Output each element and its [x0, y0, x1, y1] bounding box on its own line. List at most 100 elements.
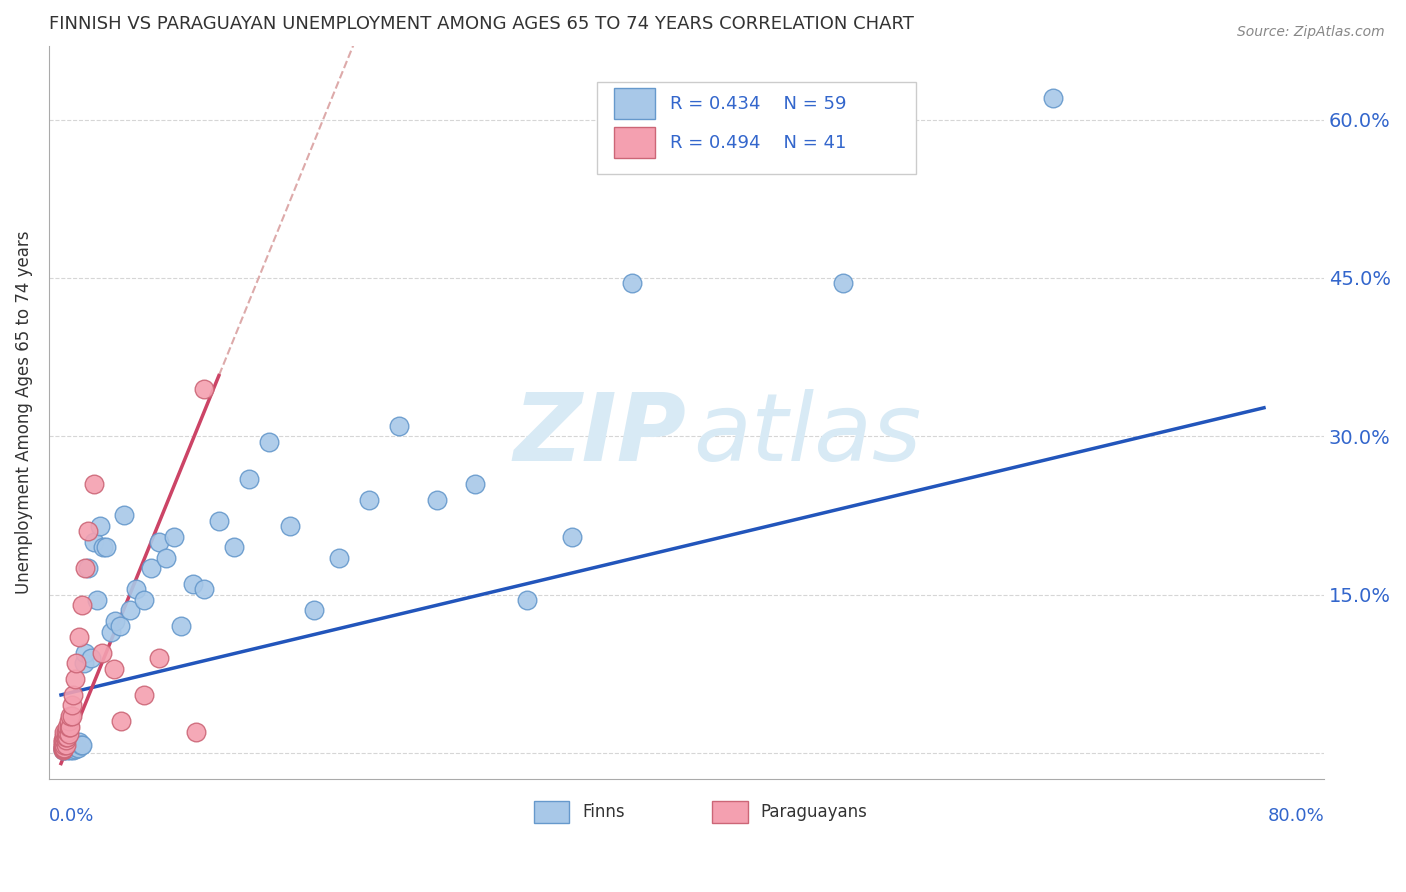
Point — [80, 651, 103, 665]
Point — [63, 672, 86, 686]
Text: R = 0.434    N = 59: R = 0.434 N = 59 — [671, 95, 846, 112]
Point — [51, 743, 73, 757]
Point — [193, 382, 215, 396]
Bar — [614, 88, 655, 119]
Text: FINNISH VS PARAGUAYAN UNEMPLOYMENT AMONG AGES 65 TO 74 YEARS CORRELATION CHART: FINNISH VS PARAGUAYAN UNEMPLOYMENT AMONG… — [49, 15, 914, 33]
Point — [51, 738, 73, 752]
Point — [56, 720, 79, 734]
Point — [51, 739, 73, 753]
Point — [55, 730, 77, 744]
Point — [108, 619, 131, 633]
Point — [328, 550, 350, 565]
Point — [58, 720, 80, 734]
Text: ZIP: ZIP — [513, 389, 686, 481]
Point — [51, 735, 73, 749]
Point — [58, 714, 80, 729]
Point — [186, 724, 208, 739]
Point — [51, 740, 73, 755]
Point — [83, 476, 105, 491]
Point — [58, 739, 80, 754]
Bar — [533, 801, 569, 823]
Point — [65, 739, 87, 754]
Point — [1042, 91, 1064, 105]
Point — [53, 740, 76, 755]
Point — [193, 582, 215, 597]
Point — [53, 741, 76, 756]
Point — [60, 709, 83, 723]
Point — [59, 709, 82, 723]
Point — [120, 603, 142, 617]
Point — [67, 630, 90, 644]
Point — [141, 561, 163, 575]
Point — [51, 733, 73, 747]
Point — [59, 743, 82, 757]
Text: Paraguayans: Paraguayans — [761, 804, 868, 822]
Point — [621, 276, 644, 290]
Point — [51, 740, 73, 755]
Point — [70, 738, 93, 752]
Point — [132, 593, 155, 607]
Point — [257, 434, 280, 449]
Point — [148, 534, 170, 549]
Point — [72, 657, 94, 671]
Point — [100, 624, 122, 639]
Point — [388, 418, 411, 433]
Point — [278, 519, 301, 533]
Point — [77, 561, 100, 575]
Point — [155, 550, 177, 565]
Text: 0.0%: 0.0% — [49, 807, 94, 825]
Point — [238, 471, 260, 485]
Text: Finns: Finns — [582, 804, 624, 822]
Point — [65, 657, 87, 671]
Point — [53, 724, 76, 739]
Point — [58, 741, 80, 756]
Text: 80.0%: 80.0% — [1267, 807, 1324, 825]
Point — [83, 534, 105, 549]
Point — [51, 743, 73, 757]
Y-axis label: Unemployment Among Ages 65 to 74 years: Unemployment Among Ages 65 to 74 years — [15, 231, 32, 594]
Point — [62, 740, 84, 755]
Point — [89, 519, 111, 533]
Point — [132, 688, 155, 702]
Point — [53, 729, 76, 743]
Point — [73, 561, 96, 575]
Point — [56, 730, 79, 744]
Point — [148, 651, 170, 665]
Point — [53, 738, 76, 752]
Point — [170, 619, 193, 633]
Text: Source: ZipAtlas.com: Source: ZipAtlas.com — [1237, 25, 1385, 39]
Point — [183, 577, 205, 591]
Point — [51, 741, 73, 756]
Point — [110, 714, 132, 729]
Point — [62, 688, 84, 702]
Point — [516, 593, 538, 607]
Text: atlas: atlas — [693, 389, 921, 480]
Point — [55, 738, 77, 752]
Point — [70, 598, 93, 612]
Point — [832, 276, 855, 290]
Point — [112, 508, 135, 523]
Point — [59, 740, 82, 755]
FancyBboxPatch shape — [598, 82, 917, 174]
Point — [90, 646, 112, 660]
Point — [62, 743, 84, 757]
Point — [67, 735, 90, 749]
Point — [302, 603, 325, 617]
Text: R = 0.494    N = 41: R = 0.494 N = 41 — [671, 134, 846, 152]
Point — [56, 743, 79, 757]
Point — [359, 492, 381, 507]
Point — [464, 476, 486, 491]
Point — [561, 530, 583, 544]
Point — [60, 741, 83, 756]
Bar — [711, 801, 748, 823]
Point — [60, 698, 83, 713]
Point — [86, 593, 108, 607]
Point — [55, 733, 77, 747]
Point — [59, 720, 82, 734]
Point — [125, 582, 148, 597]
Point — [56, 724, 79, 739]
Point — [163, 530, 186, 544]
Point — [77, 524, 100, 539]
Point — [426, 492, 449, 507]
Point — [63, 741, 86, 756]
